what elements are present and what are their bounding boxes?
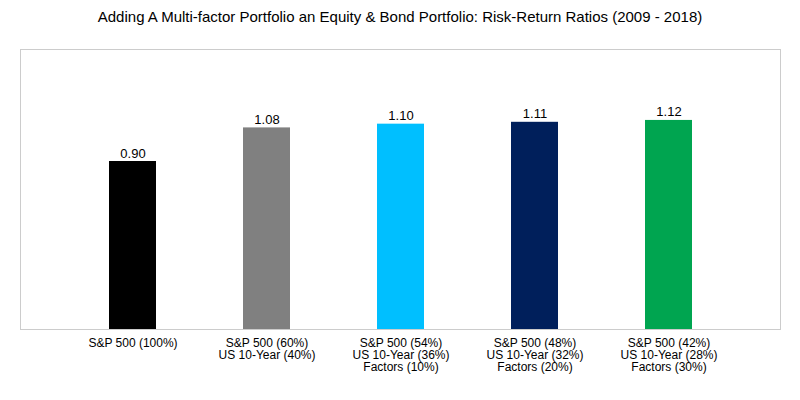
- svg-text:S&P 500 (60%)US 10-Year (40%): S&P 500 (60%)US 10-Year (40%): [219, 336, 316, 362]
- svg-text:S&P 500 (100%): S&P 500 (100%): [88, 336, 177, 350]
- svg-text:1.10: 1.10: [388, 108, 413, 123]
- svg-text:S&P 500 (48%)US 10-Year (32%)F: S&P 500 (48%)US 10-Year (32%)Factors (20…: [487, 336, 584, 374]
- svg-text:1.11: 1.11: [523, 106, 547, 121]
- svg-text:0.90: 0.90: [120, 146, 145, 161]
- svg-text:1.12: 1.12: [656, 104, 681, 119]
- svg-text:S&P 500 (54%)US 10-Year (36%)F: S&P 500 (54%)US 10-Year (36%)Factors (10…: [353, 336, 450, 374]
- svg-text:1.08: 1.08: [254, 112, 279, 127]
- svg-text:S&P 500 (42%)US 10-Year (28%)F: S&P 500 (42%)US 10-Year (28%)Factors (30…: [621, 336, 718, 374]
- html-text:Adding A Multi-factor Portfoli: Adding A Multi-factor Portfolio an Equit…: [97, 8, 703, 25]
